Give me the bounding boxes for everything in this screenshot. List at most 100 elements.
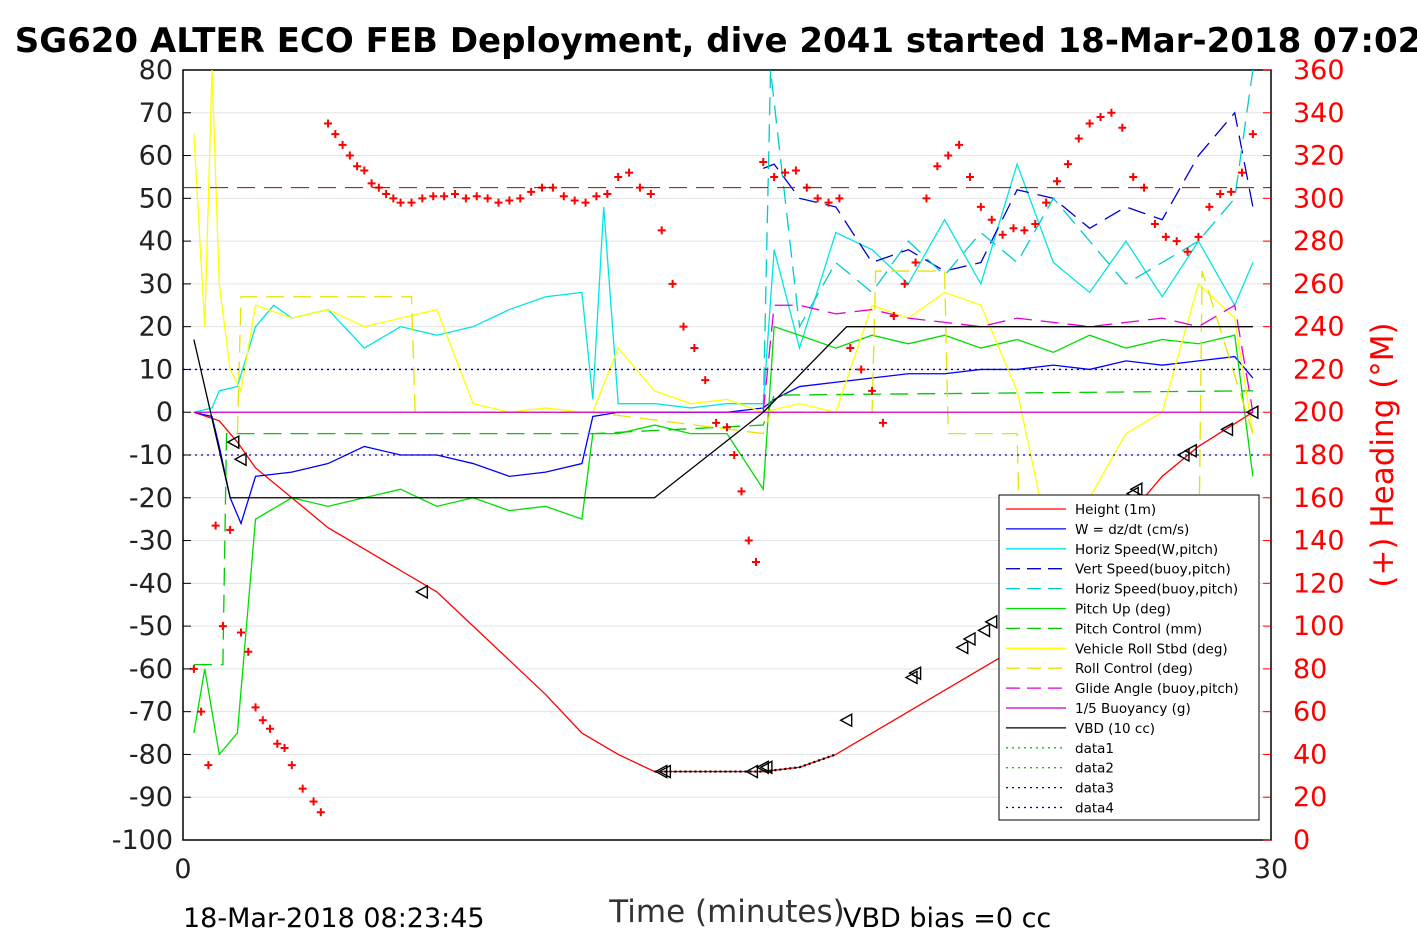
heading-point xyxy=(483,194,492,203)
tick-label-left: -40 xyxy=(129,568,173,599)
heading-point xyxy=(197,707,206,716)
heading-point xyxy=(976,202,985,211)
heading-point xyxy=(1085,119,1094,128)
heading-point xyxy=(440,192,449,201)
heading-point xyxy=(1118,123,1127,132)
heading-point xyxy=(1063,160,1072,169)
heading-point xyxy=(353,162,362,171)
heading-point xyxy=(1042,198,1051,207)
tick-label-right: 80 xyxy=(1293,654,1327,685)
tick-label-left: 50 xyxy=(139,183,173,214)
heading-point xyxy=(360,166,369,175)
tick-label-right: 320 xyxy=(1293,141,1345,172)
heading-point xyxy=(730,451,739,459)
tick-label-left: -70 xyxy=(129,697,173,728)
heading-point xyxy=(889,311,898,320)
marker-point xyxy=(1183,443,1197,458)
heading-point xyxy=(712,418,721,427)
tick-label-right: 280 xyxy=(1293,226,1345,257)
heading-point xyxy=(657,226,666,235)
heading-point xyxy=(451,190,459,199)
heading-point xyxy=(965,172,974,181)
tick-label-right: 140 xyxy=(1293,526,1345,557)
marker-point xyxy=(744,764,759,779)
heading-point xyxy=(668,279,677,288)
legend-label: Height (1m) xyxy=(1075,502,1156,518)
heading-point xyxy=(813,194,822,203)
heading-point xyxy=(218,622,227,631)
marker-point xyxy=(1129,482,1143,497)
heading-point xyxy=(723,423,731,432)
heading-point xyxy=(1248,130,1257,139)
heading-point xyxy=(679,322,688,331)
heading-point xyxy=(396,198,405,207)
tick-label-left: -60 xyxy=(129,654,173,685)
legend-label: Pitch Up (deg) xyxy=(1075,602,1171,618)
heading-point xyxy=(878,418,887,427)
heading-point xyxy=(258,716,267,725)
marker-point xyxy=(755,760,769,775)
tick-label-left: -90 xyxy=(129,782,173,813)
heading-point xyxy=(922,194,931,203)
marker-track xyxy=(654,753,837,773)
tick-label-left: 40 xyxy=(139,226,173,257)
chart-title: SG620 ALTER ECO FEB Deployment, dive 204… xyxy=(15,21,1417,61)
heading-point xyxy=(744,536,753,545)
tick-label-left: -20 xyxy=(129,483,173,514)
tick-label-left: 20 xyxy=(139,312,173,343)
heading-point xyxy=(287,761,296,770)
footer-vbd-bias: VBD bias =0 cc xyxy=(843,903,1051,934)
heading-point xyxy=(955,140,964,149)
heading-point xyxy=(494,198,503,207)
heading-point xyxy=(1227,187,1236,196)
heading-point xyxy=(367,179,376,188)
series-line-glide xyxy=(762,304,1254,413)
tick-label-left: -80 xyxy=(129,739,173,770)
tick-label-x: 0 xyxy=(174,854,191,885)
heading-point xyxy=(1107,108,1116,117)
tick-label-left: 10 xyxy=(139,354,173,385)
marker-point xyxy=(1220,422,1234,437)
tick-label-x: 30 xyxy=(1254,854,1288,885)
heading-point xyxy=(309,797,318,806)
marker-point xyxy=(1176,447,1190,463)
legend-label: Vehicle Roll Stbd (deg) xyxy=(1075,641,1228,657)
tick-label-right: 60 xyxy=(1293,697,1327,728)
heading-point xyxy=(382,190,391,199)
marker-point xyxy=(226,434,240,450)
heading-point xyxy=(1096,113,1105,122)
heading-point xyxy=(505,196,514,205)
tick-label-right: 340 xyxy=(1293,98,1345,129)
heading-point xyxy=(570,196,579,205)
legend: Height (1m) W = dz/dt (cm/s) Horiz Speed(W… xyxy=(998,494,1260,821)
tick-label-right: 220 xyxy=(1293,354,1345,385)
series-line-vbd xyxy=(193,326,1253,499)
heading-point xyxy=(781,168,790,177)
series-line-hspeed_buoy xyxy=(762,69,1254,413)
tick-label-right: 40 xyxy=(1293,739,1327,770)
marker-point xyxy=(759,760,773,775)
heading-point xyxy=(1031,220,1040,228)
legend-label: data3 xyxy=(1075,781,1114,797)
heading-point xyxy=(791,166,800,175)
heading-point xyxy=(1009,224,1018,233)
tick-label-left: -50 xyxy=(129,611,173,642)
legend-label: Horiz Speed(W,pitch) xyxy=(1075,542,1218,558)
right-axis-ticks: 3603403203002802602402202001801601401201… xyxy=(1263,55,1345,856)
heading-point xyxy=(244,647,253,656)
heading-point xyxy=(1194,232,1203,241)
tick-label-right: 200 xyxy=(1293,397,1345,428)
heading-point xyxy=(251,703,260,712)
heading-point xyxy=(226,525,235,534)
heading-point xyxy=(1161,232,1170,241)
heading-point xyxy=(331,130,340,139)
heading-point xyxy=(1183,247,1192,256)
legend-label: Vert Speed(buoy,pitch) xyxy=(1075,562,1231,578)
heading-point xyxy=(516,194,525,203)
heading-point xyxy=(701,376,710,385)
x-axis-ticks: 0 30 xyxy=(174,832,1288,885)
heading-point xyxy=(1053,177,1062,186)
tick-label-left: -30 xyxy=(129,526,173,557)
heading-point xyxy=(614,172,623,181)
